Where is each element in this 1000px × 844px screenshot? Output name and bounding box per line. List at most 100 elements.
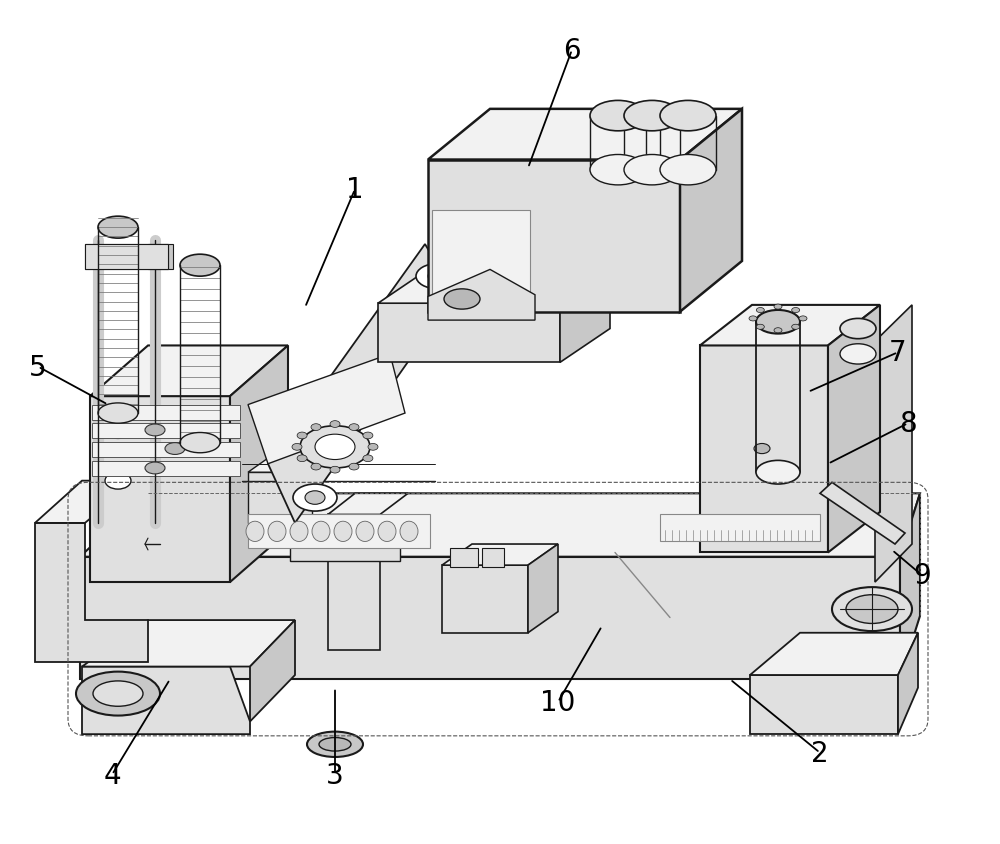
Ellipse shape [363, 456, 373, 463]
Ellipse shape [165, 443, 185, 455]
Polygon shape [875, 306, 912, 582]
Polygon shape [80, 557, 900, 679]
Polygon shape [750, 633, 918, 675]
Polygon shape [560, 270, 610, 363]
Polygon shape [828, 306, 880, 553]
Ellipse shape [846, 595, 898, 624]
Polygon shape [92, 424, 240, 439]
Ellipse shape [311, 463, 321, 470]
Polygon shape [92, 462, 240, 477]
Ellipse shape [105, 422, 131, 439]
Ellipse shape [754, 444, 770, 454]
Ellipse shape [356, 522, 374, 542]
Polygon shape [35, 523, 148, 663]
Ellipse shape [330, 421, 340, 428]
Polygon shape [328, 515, 380, 650]
Ellipse shape [145, 425, 165, 436]
Ellipse shape [792, 308, 800, 313]
Polygon shape [90, 346, 288, 397]
Polygon shape [268, 245, 455, 523]
Ellipse shape [290, 522, 308, 542]
Text: 4: 4 [103, 760, 121, 789]
Polygon shape [660, 515, 820, 542]
Text: 3: 3 [326, 760, 344, 789]
Ellipse shape [363, 432, 373, 439]
Ellipse shape [756, 325, 764, 330]
Ellipse shape [307, 732, 363, 757]
Ellipse shape [756, 311, 800, 334]
Polygon shape [328, 494, 408, 515]
Ellipse shape [774, 328, 782, 333]
Ellipse shape [305, 491, 325, 505]
Polygon shape [378, 304, 560, 363]
Ellipse shape [105, 473, 131, 490]
Ellipse shape [76, 672, 160, 716]
Ellipse shape [180, 255, 220, 277]
Ellipse shape [330, 467, 340, 473]
Ellipse shape [660, 101, 716, 132]
Ellipse shape [145, 463, 165, 474]
Ellipse shape [300, 426, 370, 468]
Polygon shape [442, 544, 558, 565]
Ellipse shape [315, 435, 355, 460]
Text: 6: 6 [563, 36, 581, 65]
Polygon shape [248, 473, 312, 523]
Ellipse shape [624, 101, 680, 132]
Text: 2: 2 [811, 738, 829, 767]
Polygon shape [432, 211, 530, 306]
Ellipse shape [840, 319, 876, 339]
Ellipse shape [334, 522, 352, 542]
Ellipse shape [297, 456, 307, 463]
Ellipse shape [319, 738, 351, 751]
Text: 8: 8 [899, 409, 917, 438]
Ellipse shape [293, 484, 337, 511]
Polygon shape [290, 519, 400, 561]
Ellipse shape [312, 522, 330, 542]
Ellipse shape [792, 325, 800, 330]
Text: 7: 7 [889, 338, 907, 367]
Ellipse shape [444, 289, 480, 310]
Polygon shape [248, 354, 405, 464]
Ellipse shape [428, 270, 448, 284]
Ellipse shape [756, 308, 764, 313]
Polygon shape [900, 494, 920, 679]
Polygon shape [248, 452, 342, 473]
Polygon shape [898, 633, 918, 734]
Text: 9: 9 [913, 561, 931, 590]
Bar [482, 549, 504, 567]
Polygon shape [428, 160, 680, 312]
Ellipse shape [624, 155, 680, 186]
Ellipse shape [749, 316, 757, 322]
Polygon shape [700, 306, 880, 346]
Polygon shape [700, 346, 828, 553]
Polygon shape [90, 397, 230, 582]
Ellipse shape [246, 522, 264, 542]
Ellipse shape [98, 403, 138, 424]
Text: 10: 10 [540, 688, 576, 717]
Polygon shape [378, 270, 610, 304]
Polygon shape [230, 346, 288, 582]
Polygon shape [82, 667, 250, 734]
Polygon shape [820, 483, 905, 544]
Ellipse shape [660, 155, 716, 186]
Ellipse shape [93, 681, 143, 706]
Polygon shape [428, 270, 535, 321]
Polygon shape [442, 565, 528, 633]
Ellipse shape [297, 432, 307, 439]
Ellipse shape [268, 522, 286, 542]
Polygon shape [750, 675, 898, 734]
Ellipse shape [832, 587, 912, 631]
Polygon shape [528, 544, 558, 633]
Ellipse shape [311, 425, 321, 431]
Polygon shape [92, 405, 240, 420]
Ellipse shape [400, 522, 418, 542]
Ellipse shape [180, 433, 220, 453]
Ellipse shape [378, 522, 396, 542]
Polygon shape [80, 494, 920, 557]
Ellipse shape [590, 155, 646, 186]
Ellipse shape [349, 463, 359, 470]
Bar [85, 245, 168, 270]
Polygon shape [248, 515, 430, 549]
Ellipse shape [292, 444, 302, 451]
Ellipse shape [799, 316, 807, 322]
